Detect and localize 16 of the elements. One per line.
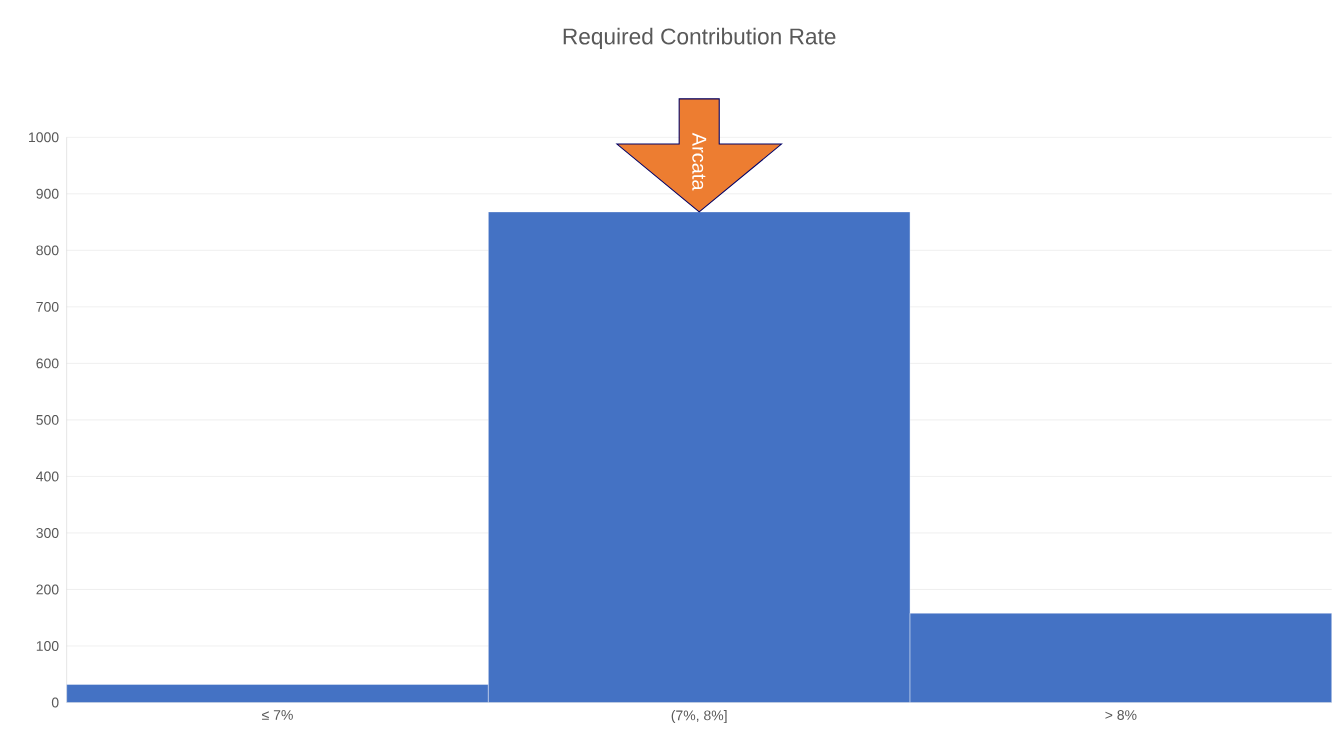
y-tick-label: 1000 [29, 132, 59, 143]
y-tick-label: 200 [36, 584, 59, 595]
chart-title: Required Contribution Rate [563, 27, 836, 50]
y-tick-label: 900 [36, 188, 59, 199]
annotation: Arcata [692, 132, 707, 191]
y-tick-label: 800 [36, 245, 59, 256]
y-tick-label: 400 [36, 471, 59, 482]
x-tick-label: > 8% [1105, 710, 1137, 721]
y-tick-label: 100 [36, 641, 59, 652]
y-tick-label: 0 [51, 697, 59, 708]
y-tick-label: 500 [36, 415, 59, 425]
y-tick-label: 300 [36, 528, 59, 538]
x-tick-label: ≤ 7% [262, 710, 293, 720]
x-tick-label: (7%, 8%] [671, 710, 727, 724]
y-tick-label: 700 [36, 301, 59, 312]
y-tick-label: 600 [36, 358, 59, 369]
